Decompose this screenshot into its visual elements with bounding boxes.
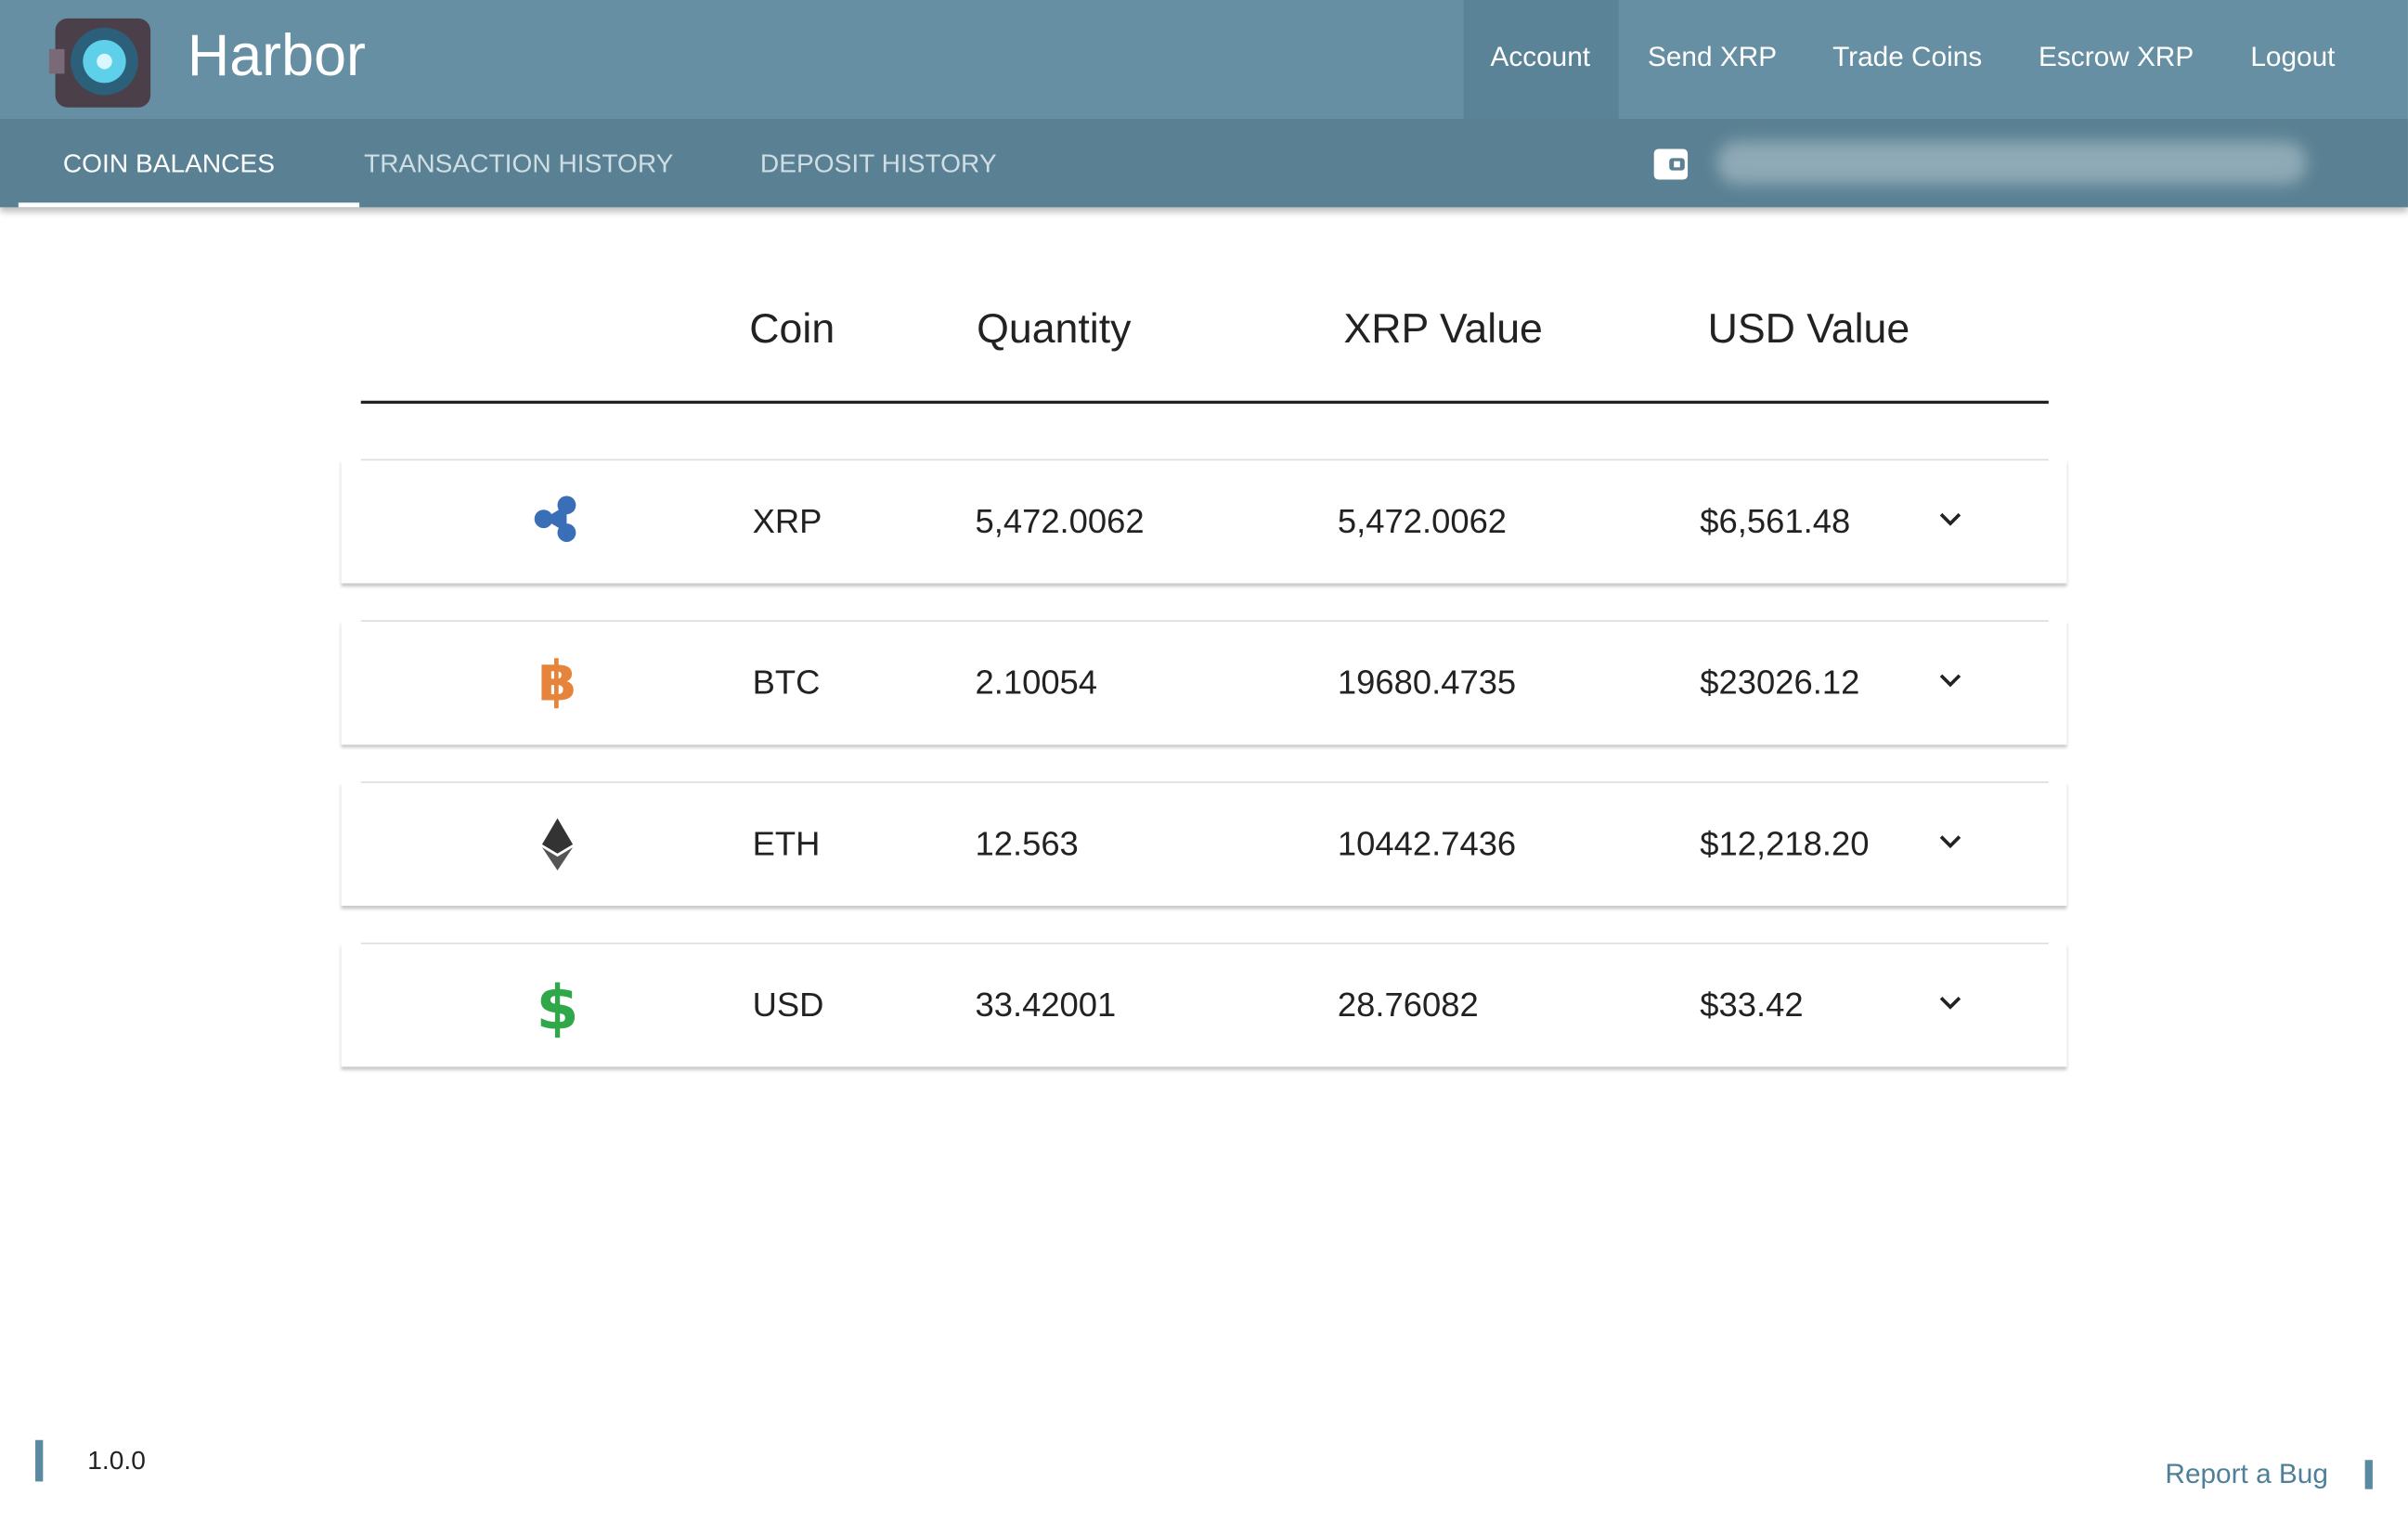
expand-chevron[interactable]	[1938, 669, 1962, 697]
coin-row: ETH 12.563 10442.7436 $12,218.20	[341, 781, 2066, 906]
coin-icon: ฿	[531, 650, 583, 720]
cell: BTC	[752, 663, 821, 703]
nav-link[interactable]: Trade Coins	[1832, 41, 1983, 72]
column-header: XRP Value	[1343, 305, 1543, 352]
expand-chevron[interactable]	[1938, 992, 1962, 1020]
wallet-icon	[1653, 148, 1689, 180]
top-bar	[0, 0, 2408, 119]
cell: ETH	[752, 824, 821, 863]
cell: USD	[752, 986, 824, 1025]
coin-icon	[531, 815, 583, 881]
cell: XRP	[752, 501, 822, 541]
version: 1.0.0	[87, 1446, 146, 1476]
logo	[48, 18, 151, 108]
cell: 12.563	[975, 824, 1079, 863]
coin-row: XRP 5,472.0062 5,472.0062 $6,561.48	[341, 459, 2066, 584]
cell: 28.76082	[1337, 986, 1479, 1025]
coin-icon	[531, 493, 583, 553]
nav-link[interactable]: Escrow XRP	[2039, 41, 2194, 72]
cell: 33.42001	[975, 986, 1117, 1025]
row-top-line	[360, 781, 2049, 783]
nav-link[interactable]: Logout	[2250, 41, 2336, 72]
column-header: USD Value	[1707, 305, 1910, 352]
wallet-address-blurred	[1716, 141, 2307, 185]
expand-chevron[interactable]	[1938, 831, 1962, 858]
cell: $12,218.20	[1700, 824, 1870, 863]
coin-icon: $	[531, 972, 583, 1045]
active-nav-bg	[1463, 0, 1619, 119]
cell: 5,472.0062	[975, 501, 1145, 541]
cell: $33.42	[1700, 986, 1804, 1025]
row-top-line	[360, 620, 2049, 622]
tab-indicator	[18, 202, 360, 208]
header-rule	[360, 400, 2049, 404]
footer-bar-left	[35, 1439, 44, 1482]
coin-row: $ USD 33.42001 28.76082 $33.42	[341, 943, 2066, 1067]
column-header: Coin	[749, 305, 835, 352]
cell: 2.10054	[975, 663, 1098, 703]
cell: $23026.12	[1700, 663, 1860, 703]
cell: 5,472.0062	[1337, 501, 1508, 541]
expand-chevron[interactable]	[1938, 509, 1962, 536]
column-header: Quantity	[977, 305, 1132, 352]
svg-text:฿: ฿	[538, 654, 576, 713]
cell: 10442.7436	[1337, 824, 1517, 863]
tab[interactable]: TRANSACTION HISTORY	[364, 148, 674, 178]
nav-link[interactable]: Account	[1490, 41, 1591, 72]
cell: $6,561.48	[1700, 501, 1851, 541]
brand: Harbor	[187, 24, 366, 89]
row-top-line	[360, 942, 2049, 945]
tab[interactable]: DEPOSIT HISTORY	[759, 148, 997, 178]
coin-row: ฿ BTC 2.10054 19680.4735 $23026.12	[341, 620, 2066, 744]
tab[interactable]: COIN BALANCES	[62, 148, 276, 178]
row-top-line	[360, 458, 2049, 461]
nav-link[interactable]: Send XRP	[1648, 41, 1778, 72]
cell: 19680.4735	[1337, 663, 1517, 703]
footer-bar-right	[2364, 1460, 2373, 1489]
svg-text:$: $	[536, 976, 578, 1038]
report-bug-link[interactable]: Report a Bug	[2165, 1458, 2328, 1489]
